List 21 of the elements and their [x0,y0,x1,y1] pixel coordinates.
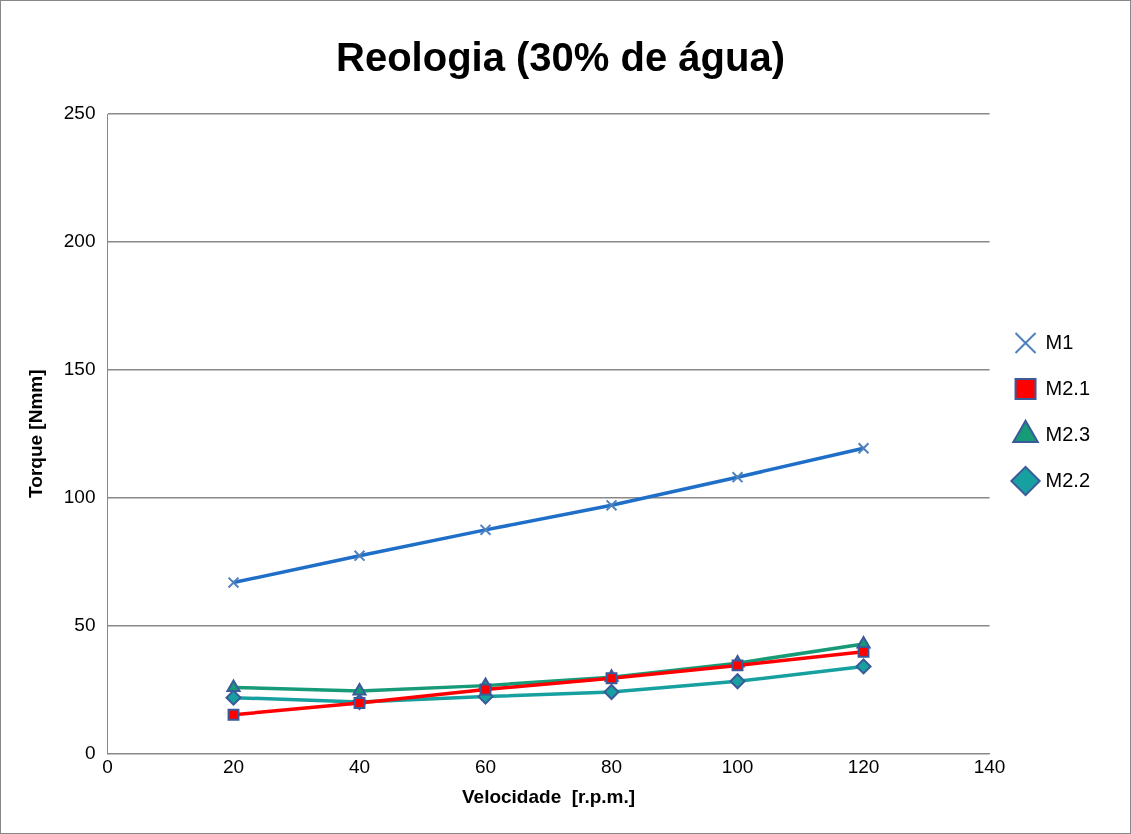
x-tick-label: 60 [474,756,497,778]
y-tick-label: 100 [63,485,96,507]
x-tick-label: 100 [721,756,754,778]
x-tick-label: 80 [600,756,623,778]
legend-label: M2.1 [1045,376,1091,399]
x-tick-label: 0 [102,756,113,778]
y-tick-label: 200 [63,230,96,252]
y-tick-label: 150 [63,357,96,379]
x-tick-label: 40 [348,756,371,778]
y-axis-title: Torque [Nmm] [24,369,46,498]
y-tick-label: 50 [74,613,96,635]
legend-label: M2.2 [1045,468,1091,491]
x-tick-label: 120 [847,756,880,778]
legend-label: M2.3 [1045,422,1091,445]
y-tick-label: 0 [84,741,96,763]
x-axis-title: Velocidade [r.p.m.] [461,785,636,807]
legend-label: M1 [1045,330,1074,353]
x-tick-label: 20 [222,756,245,778]
chart-title: Reologia (30% de água) [336,35,785,80]
y-tick-label: 250 [63,102,96,124]
x-tick-label: 140 [973,756,1006,778]
